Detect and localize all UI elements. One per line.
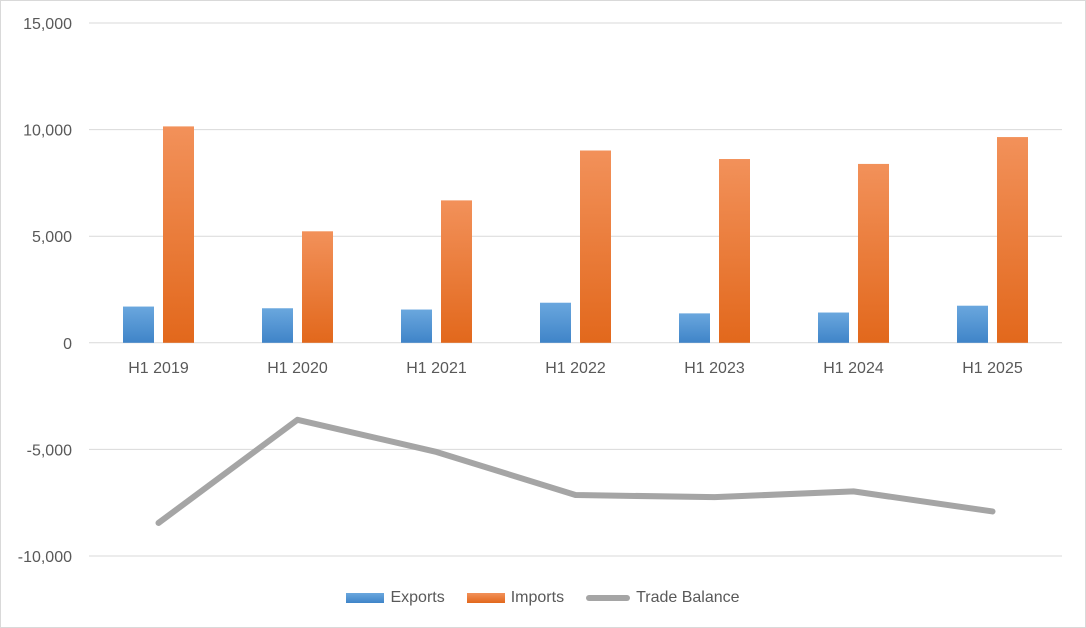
bar-imports: [580, 150, 611, 343]
bar-exports: [957, 305, 988, 343]
y-tick-label: -10,000: [18, 549, 72, 566]
y-tick-label: 10,000: [23, 123, 72, 140]
y-tick-label: 0: [63, 336, 72, 353]
y-tick-label: 15,000: [23, 16, 72, 33]
y-tick-label: -5,000: [27, 442, 72, 459]
legend-item-trade-balance: Trade Balance: [586, 589, 740, 607]
legend-item-imports: Imports: [466, 589, 565, 607]
legend-label-trade-balance: Trade Balance: [636, 589, 740, 606]
bar-exports: [818, 312, 849, 343]
legend-label-imports: Imports: [510, 589, 565, 606]
bar-imports: [441, 200, 472, 343]
legend-label-exports: Exports: [390, 589, 445, 606]
legend-item-exports: Exports: [346, 589, 445, 607]
bar-exports: [540, 302, 571, 343]
bar-exports: [123, 306, 154, 343]
bar-imports: [163, 126, 194, 343]
x-category-label: H1 2019: [128, 360, 189, 377]
y-tick-label: 5,000: [32, 229, 72, 246]
legend-swatch-exports: [346, 593, 385, 603]
x-category-label: H1 2020: [267, 360, 328, 377]
line-trade-balance: [155, 416, 996, 526]
x-category-label: H1 2021: [406, 360, 467, 377]
bar-imports: [302, 231, 333, 343]
bar-imports: [858, 163, 889, 343]
bar-exports: [679, 313, 710, 343]
x-category-label: H1 2025: [962, 360, 1023, 377]
legend: Exports Imports Trade Balance: [0, 586, 1086, 610]
legend-swatch-imports: [466, 593, 505, 603]
x-category-label: H1 2023: [684, 360, 745, 377]
x-category-label: H1 2024: [823, 360, 884, 377]
bar-exports: [262, 308, 293, 343]
x-category-label: H1 2022: [545, 360, 606, 377]
bar-exports: [401, 309, 432, 343]
bar-imports: [997, 137, 1028, 343]
bar-imports: [719, 159, 750, 343]
legend-swatch-trade-balance: [586, 595, 631, 601]
